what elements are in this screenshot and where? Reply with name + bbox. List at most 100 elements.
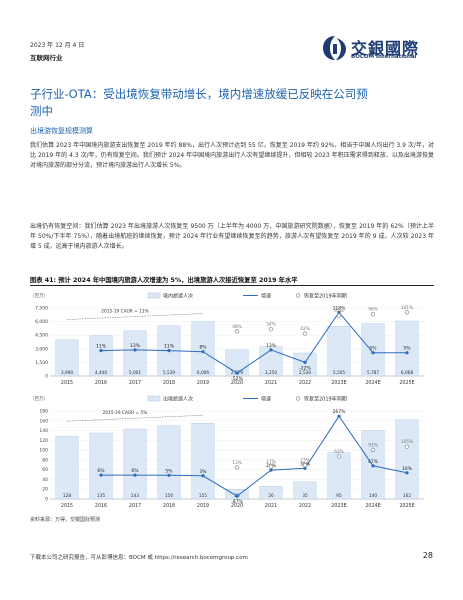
bar-value-label: 6,006	[197, 370, 210, 376]
recovery-point	[234, 329, 240, 334]
growth-point	[201, 350, 205, 354]
recovery-point	[268, 327, 274, 332]
bar-value-label: 5,505	[333, 370, 346, 376]
paragraph-1: 我们估算 2023 年中国境内旅游支出恢复至 2019 年约 88%，出行人次预…	[30, 142, 434, 170]
recovery-label: 13%	[232, 460, 242, 466]
legend-bar-swatch	[147, 395, 161, 402]
bar-value-label: 5,539	[163, 370, 176, 376]
figure-divider	[30, 285, 434, 286]
growth-line	[100, 311, 407, 374]
growth-label: 3%	[199, 469, 207, 475]
domestic-travel-chart: （百万） 境内旅游人次 增速 恢复至2019年同期 0 1,500 3,000 4,500 6,…	[30, 292, 424, 386]
growth-label: 11%	[164, 344, 175, 350]
bar	[361, 323, 385, 377]
legend-bar-swatch	[147, 292, 161, 299]
y-tick-label: 3,000	[35, 346, 48, 352]
bar	[123, 428, 147, 500]
y-tick-label: 60	[42, 467, 48, 473]
logo-chinese-name: 交銀國際	[351, 39, 420, 58]
x-tick-label: 2022	[299, 380, 311, 386]
bar	[89, 335, 113, 377]
bocom-emblem-icon	[323, 36, 346, 60]
sub-title: 出境游恢复规模测算	[30, 127, 93, 135]
y-tick-label: 0	[45, 374, 48, 380]
growth-label: 5%	[403, 346, 411, 352]
legend-label: 境内旅游人次	[163, 293, 193, 300]
y-tick-label: 180	[39, 409, 48, 415]
recovery-label: 48%	[232, 324, 242, 330]
bar	[89, 432, 113, 500]
y-tick-label: 40	[42, 477, 48, 483]
bar	[293, 352, 317, 377]
logo-english-name: BOCOM International	[351, 54, 417, 60]
recovery-label: 92%	[334, 308, 344, 314]
report-date: 2023 年 12 月 4 日	[30, 42, 85, 49]
growth-point	[235, 494, 239, 498]
bar	[395, 320, 419, 377]
growth-point	[303, 466, 307, 470]
figure-title: 图表 41: 预计 2024 年中国境内旅游人次增速为 5%，出境旅游人次接近恢…	[30, 277, 298, 284]
y-tick-label: 7,500	[35, 306, 48, 312]
bar-value-label: 35	[302, 493, 308, 499]
recovery-label: 42%	[300, 326, 310, 332]
growth-label: -52%	[231, 376, 243, 382]
x-tick-label: 2024E	[365, 503, 380, 509]
bar-value-label: 162	[403, 493, 411, 499]
x-tick-label: 2025E	[399, 503, 414, 509]
x-tick-label: 2019	[197, 503, 209, 509]
growth-label: -22%	[299, 365, 311, 371]
legend-label: 出境旅游人次	[163, 396, 193, 403]
y-tick-label: 160	[39, 418, 48, 424]
x-tick-label: 2017	[129, 380, 141, 386]
growth-point	[133, 348, 137, 352]
recovery-point	[234, 465, 240, 470]
recovery-point	[302, 331, 308, 336]
growth-label: 5%	[165, 468, 173, 474]
recovery-label: 91%	[368, 442, 378, 448]
growth-line	[101, 415, 408, 497]
bar	[191, 423, 215, 500]
recovery-point	[302, 463, 308, 468]
recovery-label: 105%	[401, 439, 413, 445]
y-tick-label: 0	[45, 497, 48, 503]
bar-value-label: 135	[97, 493, 105, 499]
recovery-label: 101%	[401, 305, 413, 311]
legend-label: 恢复至2019年同期	[304, 293, 347, 300]
x-tick-label: 2023E	[331, 503, 346, 509]
x-tick-label: 2020	[231, 503, 243, 509]
recovery-label: 96%	[368, 307, 378, 313]
growth-point	[167, 348, 171, 353]
x-tick-label: 2018	[163, 503, 175, 509]
growth-label: 16%	[402, 466, 413, 472]
source-note: 资料来源：万得，交银国际预测	[30, 517, 101, 523]
page-number: 28	[422, 551, 433, 560]
growth-point	[99, 473, 103, 477]
legend-dot-swatch	[295, 293, 301, 298]
bar	[395, 419, 419, 500]
outbound-travel-chart: （百万） 出境旅游人次 增速 恢复至2019年同期 0 20 40 60 80 100 120 140…	[30, 395, 424, 509]
y-tick-label: 4,500	[35, 333, 48, 339]
recovery-point	[336, 313, 342, 318]
growth-label: 6%	[97, 468, 105, 474]
bar	[293, 481, 317, 500]
unit-label: （百万）	[30, 293, 48, 299]
growth-point	[405, 351, 409, 355]
x-tick-label: 2023E	[331, 380, 346, 386]
recovery-label: 54%	[266, 322, 276, 328]
cagr-label: 2015-19 CAGR = 5%	[103, 410, 148, 416]
bar-value-label: 5,787	[367, 370, 380, 376]
bar-value-label: 143	[131, 493, 139, 499]
growth-label: 47%	[368, 459, 379, 465]
bar-value-label: 2,530	[299, 370, 312, 376]
recovery-point	[370, 447, 376, 453]
growth-label: 267%	[333, 409, 347, 415]
bar-value-label: 155	[199, 493, 207, 499]
y-tick-label: 6,000	[35, 319, 48, 325]
recovery-label: 62%	[334, 449, 344, 455]
y-tick-label: 1,500	[35, 360, 48, 366]
growth-point	[99, 348, 103, 353]
growth-label: -87%	[231, 499, 243, 505]
growth-point	[337, 310, 341, 314]
bocom-logo: 交銀國際 BOCOM International	[322, 34, 434, 64]
x-tick-label: 2025E	[399, 380, 414, 386]
